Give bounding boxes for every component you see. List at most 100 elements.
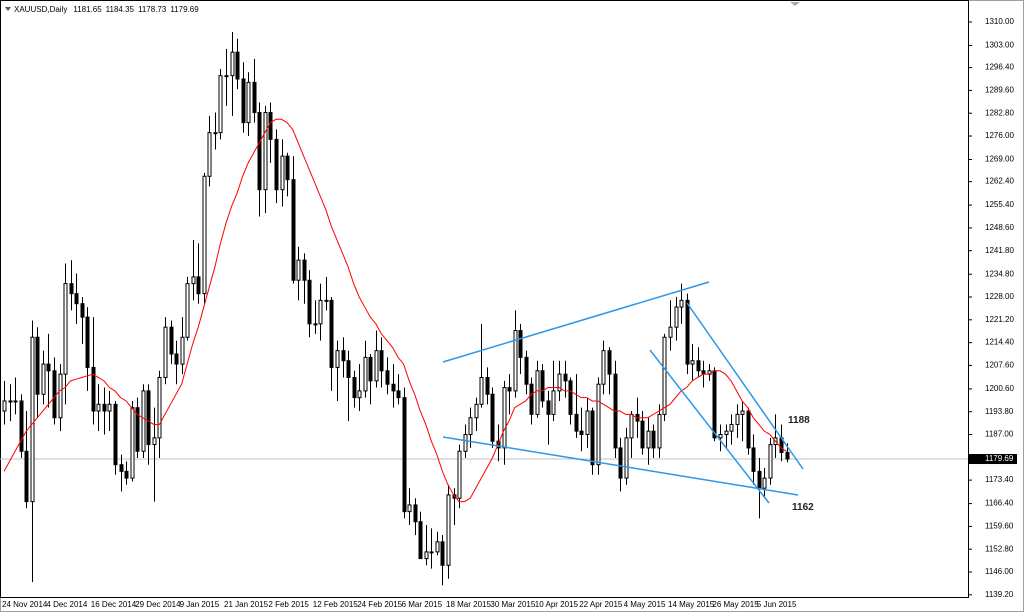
price-marker-label: 1179.69 bbox=[985, 454, 1014, 463]
candle-body bbox=[524, 356, 529, 385]
candle-body bbox=[52, 370, 57, 419]
candle-body bbox=[574, 413, 579, 432]
candle-body bbox=[174, 353, 179, 365]
candle-body bbox=[107, 403, 112, 412]
candle-body bbox=[651, 430, 656, 449]
candle-body bbox=[41, 363, 46, 395]
candle-body bbox=[218, 75, 223, 134]
candle-body bbox=[385, 370, 390, 385]
candle-body bbox=[291, 179, 296, 281]
candle-body bbox=[213, 132, 218, 135]
candle-body bbox=[302, 259, 307, 281]
candle-body bbox=[246, 81, 251, 124]
candle-body bbox=[241, 78, 246, 124]
candle-body bbox=[496, 440, 501, 449]
x-tick-label: 22 Apr 2015 bbox=[579, 600, 623, 609]
candle-body bbox=[624, 437, 629, 479]
candle-body bbox=[735, 413, 740, 425]
header-open: 1181.65 bbox=[73, 5, 102, 14]
header-close: 1179.69 bbox=[170, 5, 199, 14]
x-tick-label: 14 May 2015 bbox=[668, 600, 715, 609]
y-tick-label: 1152.80 bbox=[985, 544, 1014, 553]
candle-body bbox=[540, 370, 545, 402]
candle-body bbox=[685, 299, 690, 365]
candle-body bbox=[657, 413, 662, 449]
y-tick-label: 1193.80 bbox=[985, 407, 1014, 416]
y-tick-label: 1200.60 bbox=[985, 384, 1014, 393]
x-tick-label: 4 Dec 2014 bbox=[46, 600, 87, 609]
candle-body bbox=[696, 360, 701, 372]
candle-body bbox=[357, 390, 362, 399]
candle-body bbox=[446, 494, 451, 566]
candle-body bbox=[468, 417, 473, 436]
candle-body bbox=[191, 276, 196, 285]
trendline bbox=[442, 281, 710, 363]
trendline bbox=[442, 436, 799, 496]
candle-body bbox=[146, 390, 151, 446]
trendline bbox=[649, 349, 770, 504]
candle-body bbox=[640, 420, 645, 449]
y-tick-label: 1228.00 bbox=[985, 292, 1014, 301]
candle-body bbox=[157, 376, 162, 439]
candle-body bbox=[757, 470, 762, 489]
candle-body bbox=[440, 541, 445, 566]
candle-body bbox=[724, 430, 729, 436]
candle-body bbox=[712, 370, 717, 439]
candle-body bbox=[324, 299, 329, 302]
candle-body bbox=[2, 400, 7, 412]
candle-body bbox=[329, 299, 334, 368]
moving-average bbox=[3, 118, 787, 503]
candle-body bbox=[391, 383, 396, 392]
x-tick-label: 16 Dec 2014 bbox=[91, 600, 137, 609]
y-tick-label: 1139.20 bbox=[985, 590, 1014, 599]
candle-body bbox=[352, 376, 357, 399]
x-tick-label: 9 Jan 2015 bbox=[180, 600, 220, 609]
candle-body bbox=[785, 451, 790, 460]
candle-body bbox=[224, 75, 229, 78]
y-tick-label: 1248.60 bbox=[985, 223, 1014, 232]
candle-body bbox=[169, 326, 174, 355]
candle-body bbox=[457, 450, 462, 499]
candle-body bbox=[718, 434, 723, 439]
candle-body bbox=[424, 551, 429, 560]
candle-body bbox=[58, 373, 63, 419]
y-tick-label: 1146.00 bbox=[985, 567, 1014, 576]
candle-body bbox=[507, 387, 512, 392]
x-tick-label: 2 Feb 2015 bbox=[268, 600, 309, 609]
candle-body bbox=[313, 323, 318, 326]
x-tick-label: 12 Feb 2015 bbox=[313, 600, 358, 609]
candle-body bbox=[746, 410, 751, 449]
y-tick-label: 1187.00 bbox=[985, 430, 1014, 439]
y-tick-label: 1173.40 bbox=[985, 475, 1014, 484]
candle-body bbox=[513, 330, 518, 392]
candle-body bbox=[701, 370, 706, 375]
candle-body bbox=[396, 390, 401, 399]
candle-body bbox=[363, 356, 368, 392]
candle-body bbox=[429, 551, 434, 554]
candle-body bbox=[607, 350, 612, 375]
candle-body bbox=[113, 403, 118, 466]
candle-body bbox=[46, 363, 51, 372]
x-tick-label: 29 Dec 2014 bbox=[135, 600, 181, 609]
candle-body bbox=[163, 326, 168, 378]
x-tick-label: 30 Mar 2015 bbox=[490, 600, 535, 609]
y-tick-label: 1310.00 bbox=[985, 17, 1014, 26]
candle-body bbox=[202, 175, 207, 295]
plot-border bbox=[0, 0, 969, 598]
candle-body bbox=[207, 132, 212, 177]
candle-body bbox=[274, 138, 279, 191]
annotation: 1188 bbox=[788, 415, 810, 426]
candle-body bbox=[596, 383, 601, 466]
candle-body bbox=[8, 400, 13, 403]
x-tick-label: 4 May 2015 bbox=[624, 600, 666, 609]
candle-body bbox=[341, 350, 346, 362]
candle-body bbox=[152, 437, 157, 446]
candle-body bbox=[474, 403, 479, 419]
candle-body bbox=[546, 400, 551, 415]
shift-marker bbox=[790, 2, 800, 6]
candle-body bbox=[263, 112, 268, 191]
candle-body bbox=[69, 283, 74, 295]
candle-body bbox=[119, 464, 124, 472]
